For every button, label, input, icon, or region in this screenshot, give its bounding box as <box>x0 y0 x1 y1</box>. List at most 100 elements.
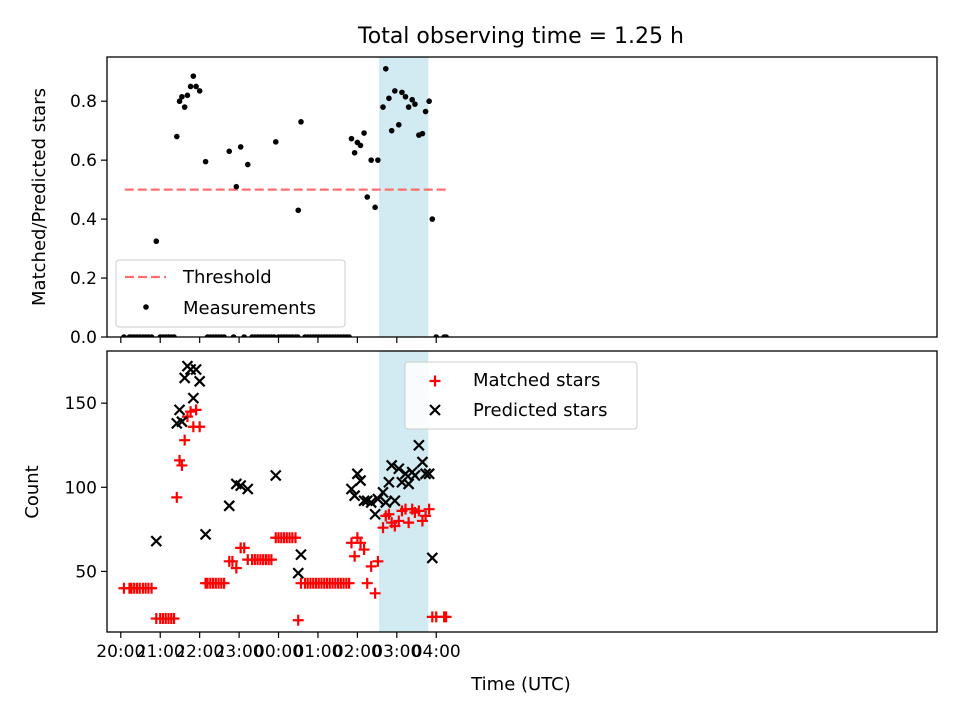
y-tick-label: 0.8 <box>70 92 97 112</box>
measurement-point <box>202 158 209 165</box>
measurement-point <box>346 334 352 337</box>
count-panel: Count Time (UTC) 50 100 150 20:0021:0022:00… <box>22 350 938 695</box>
predicted-point <box>383 476 395 489</box>
x-tick-label: 23:00 <box>215 642 264 662</box>
legend-measurements-label: Measurements <box>183 298 316 319</box>
x-tick-label: 21:00 <box>136 642 185 662</box>
measurement-point <box>298 119 304 125</box>
matched-point <box>194 421 206 433</box>
measurement-point <box>272 139 279 145</box>
predicted-point <box>234 479 247 492</box>
matched-point <box>361 577 373 589</box>
measurement-point <box>399 89 405 96</box>
predicted-point <box>292 567 305 579</box>
measurement-point <box>184 92 191 99</box>
measurement-point <box>176 98 183 105</box>
measurement-point <box>382 65 389 72</box>
predicted-point <box>399 468 412 480</box>
measurement-point <box>171 334 177 337</box>
predicted-point <box>199 528 212 541</box>
measurement-point <box>409 96 415 103</box>
measurement-point <box>412 101 418 107</box>
predicted-point <box>426 552 439 564</box>
figure-title: Total observing time = 1.25 h <box>357 24 684 49</box>
x-tick-label: 00:00 <box>254 642 303 662</box>
series-predicted-stars <box>150 360 439 579</box>
legend: Matched stars Predicted stars <box>404 361 638 430</box>
legend-threshold-label: Threshold <box>182 267 272 288</box>
legend-predicted-label: Predicted stars <box>473 400 607 421</box>
measurement-point <box>392 88 398 94</box>
predicted-point <box>176 415 188 428</box>
measurement-point <box>443 334 449 337</box>
measurement-point <box>426 98 432 105</box>
matched-point <box>420 510 432 522</box>
matched-point <box>238 542 250 554</box>
predicted-point <box>178 372 191 384</box>
measurement-point <box>295 334 301 337</box>
measurement-point <box>364 194 371 200</box>
matched-point <box>358 544 370 556</box>
measurement-point <box>221 334 227 337</box>
predicted-point <box>190 363 202 376</box>
x-tick-label: 02:00 <box>333 642 382 662</box>
measurement-point <box>402 93 409 100</box>
y-tick-label: 0.4 <box>70 210 97 230</box>
predicted-point <box>423 468 435 480</box>
matched-point <box>423 503 435 515</box>
matched-point <box>176 459 188 471</box>
legend-box <box>115 259 346 328</box>
legend-box <box>404 361 638 430</box>
x-tick-label: 22:00 <box>175 642 224 662</box>
matched-point <box>190 404 202 416</box>
measurement-point <box>357 142 364 149</box>
matched-point <box>230 562 242 574</box>
predicted-point <box>393 463 405 475</box>
legend-measurements-swatch <box>143 304 149 310</box>
measurement-point <box>405 104 412 110</box>
predicted-point <box>223 500 236 512</box>
x-tick-label: 04:00 <box>412 642 461 662</box>
matched-point <box>377 522 389 534</box>
matched-point <box>289 532 301 544</box>
predicted-point <box>396 476 408 489</box>
predicted-point <box>269 469 282 482</box>
predicted-point <box>379 496 392 509</box>
predicted-point <box>402 478 415 490</box>
predicted-point <box>385 459 398 472</box>
measurement-point <box>190 73 197 79</box>
y-tick-label: 0.0 <box>70 328 97 348</box>
measurement-point <box>386 95 392 102</box>
predicted-point <box>389 494 401 507</box>
measurement-point <box>233 183 240 190</box>
series-measurements <box>121 65 449 337</box>
matched-point <box>383 508 395 520</box>
predicted-point <box>419 468 432 480</box>
predicted-point <box>409 469 421 482</box>
measurement-point <box>196 88 203 94</box>
matched-point <box>343 577 355 589</box>
matched-point <box>174 454 186 466</box>
legend-predicted-swatch <box>429 404 441 416</box>
x-tick-label: 01:00 <box>293 642 342 662</box>
legend: Threshold Measurements <box>115 259 346 328</box>
matched-point <box>185 406 197 418</box>
measurement-point <box>348 135 355 142</box>
measurement-point <box>187 83 194 90</box>
matched-point <box>355 537 367 549</box>
measurement-point <box>388 127 395 134</box>
axes-frame <box>106 350 938 633</box>
measurement-point <box>173 133 180 140</box>
measurement-point <box>395 121 402 128</box>
predicted-point <box>351 468 364 480</box>
legend-matched-label: Matched stars <box>473 370 600 391</box>
predicted-point <box>187 392 200 404</box>
matched-point <box>179 434 191 446</box>
matched-point <box>349 550 361 562</box>
measurement-point <box>429 216 436 222</box>
matched-point <box>403 517 415 529</box>
matched-point <box>369 587 381 599</box>
matched-point <box>171 491 183 503</box>
measurement-point <box>121 334 127 337</box>
